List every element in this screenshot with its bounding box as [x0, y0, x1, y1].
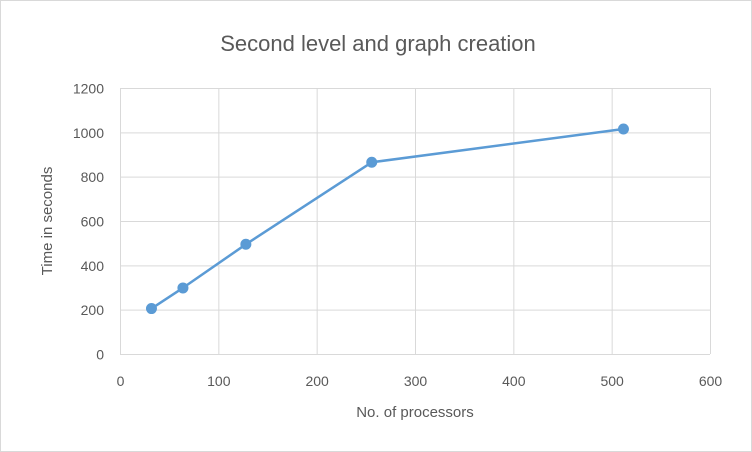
- x-tick-label: 500: [600, 373, 624, 389]
- y-tick-label: 400: [81, 258, 105, 274]
- x-tick-label: 100: [207, 373, 231, 389]
- data-point: [366, 156, 378, 168]
- y-tick-label: 600: [81, 214, 105, 230]
- x-tick-label: 400: [502, 373, 526, 389]
- y-tick-label: 0: [96, 347, 104, 363]
- y-tick-label: 800: [81, 169, 105, 185]
- data-point: [145, 303, 157, 315]
- y-tick-label: 1200: [73, 81, 104, 97]
- x-axis-ticks: 0 100 200 300 400 500 600: [117, 373, 723, 389]
- series-line: [150, 127, 625, 310]
- chart-title: Second level and graph creation: [220, 31, 536, 56]
- data-point: [177, 282, 189, 294]
- x-tick-label: 600: [699, 373, 723, 389]
- y-tick-label: 200: [81, 302, 105, 318]
- y-axis-title: Time in seconds: [39, 167, 56, 276]
- x-tick-label: 200: [305, 373, 329, 389]
- x-axis-title: No. of processors: [356, 404, 474, 421]
- y-tick-label: 1000: [73, 125, 104, 141]
- x-tick-label: 0: [117, 373, 125, 389]
- data-point: [617, 123, 629, 135]
- data-point: [240, 238, 252, 250]
- gridlines: [120, 88, 711, 355]
- series-layer: [145, 123, 629, 315]
- y-axis-ticks: 0 200 400 600 800 1000 1200: [73, 81, 104, 363]
- x-tick-label: 300: [404, 373, 428, 389]
